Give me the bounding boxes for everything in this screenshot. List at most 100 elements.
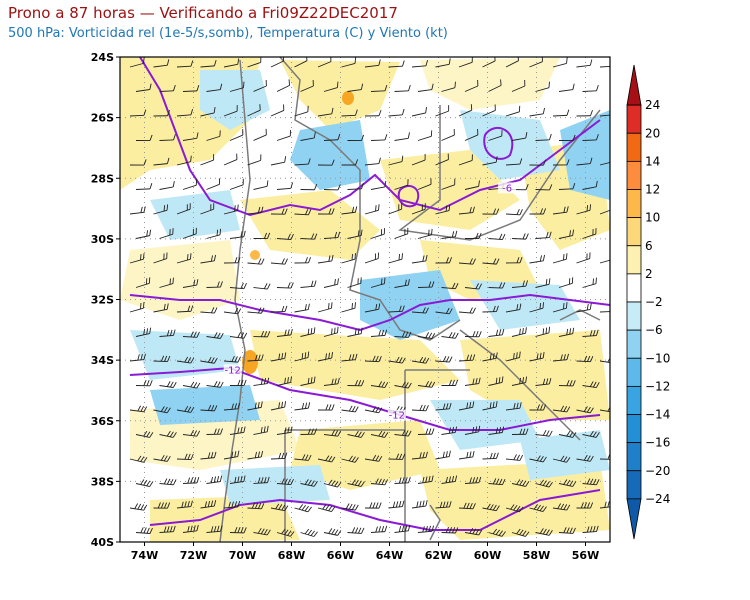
wind-barb <box>529 107 545 117</box>
wind-barb <box>558 83 575 92</box>
wind-barb <box>488 233 506 240</box>
wind-barb <box>347 430 365 438</box>
wind-barb <box>488 528 506 537</box>
colorbar-label: −12 <box>645 379 670 393</box>
wind-barb <box>482 401 498 411</box>
wind-barb <box>558 277 574 288</box>
wind-barb <box>482 208 500 215</box>
wind-barb <box>576 109 593 117</box>
wind-barb <box>223 153 238 166</box>
wind-barb <box>505 105 521 117</box>
wind-barb <box>582 478 600 486</box>
wind-barb <box>482 104 496 117</box>
wind-barb <box>270 258 288 265</box>
wind-barb <box>364 303 381 313</box>
wind-barb <box>511 428 529 435</box>
wind-barb <box>270 452 288 460</box>
wind-barb <box>394 85 411 92</box>
wind-barb <box>458 258 476 265</box>
wind-barb <box>294 454 312 461</box>
wind-barb <box>347 479 365 487</box>
wind-barb <box>576 252 591 264</box>
wind-barb <box>370 430 389 438</box>
wind-barb <box>200 356 218 364</box>
wind-barb <box>417 332 436 339</box>
wind-barb <box>200 500 217 509</box>
wind-barb <box>159 84 176 92</box>
wind-barb <box>206 281 223 288</box>
wind-barb <box>206 332 224 339</box>
wind-barb <box>347 134 365 141</box>
wind-barb <box>435 58 451 68</box>
wind-barb <box>276 182 294 190</box>
wind-barb <box>300 528 318 537</box>
lat-tick-label: 30S <box>91 233 114 246</box>
wind-barb <box>535 278 551 288</box>
wind-barb <box>300 327 316 337</box>
wind-barb <box>394 179 409 190</box>
wind-barb <box>276 528 295 537</box>
wind-barb <box>441 379 459 386</box>
colorbar-segment <box>626 442 642 472</box>
wind-barb <box>253 232 271 240</box>
wind-barb <box>153 502 171 509</box>
wind-barb <box>294 504 312 513</box>
wind-barb <box>464 79 479 92</box>
wind-barb <box>417 381 436 388</box>
wind-barb <box>129 302 145 313</box>
wind-barb <box>558 430 577 438</box>
wind-barb <box>341 405 359 413</box>
lat-tick-label: 34S <box>91 354 114 367</box>
contour-label: -6 <box>502 183 512 194</box>
colorbar-arrow-top <box>626 64 642 106</box>
wind-barb <box>599 357 610 363</box>
wind-barb <box>159 329 176 337</box>
wind-barb <box>294 303 310 313</box>
colorbar-segment <box>626 245 642 275</box>
wind-barb <box>370 329 388 337</box>
wind-barb <box>247 401 263 411</box>
wind-barb <box>394 279 410 288</box>
wind-barb <box>129 57 145 68</box>
wind-barb <box>370 381 389 388</box>
wind-barb <box>341 159 359 166</box>
colorbar-label: −2 <box>645 295 663 309</box>
wind-barb <box>411 106 427 117</box>
wind-barb <box>370 134 388 141</box>
wind-barb <box>229 81 245 92</box>
wind-barb <box>482 258 500 265</box>
wind-barb <box>505 504 524 513</box>
wind-barb <box>441 178 456 190</box>
wind-barb <box>200 451 217 460</box>
wind-barb <box>129 405 148 413</box>
wind-barb <box>159 134 176 141</box>
colorbar-segment <box>626 132 642 162</box>
wind-barb <box>417 281 435 288</box>
wind-barb <box>435 501 452 509</box>
wind-barb <box>135 430 154 438</box>
wind-barb <box>441 475 458 484</box>
lon-tick-label: 66W <box>327 549 354 562</box>
wind-barb <box>323 231 341 239</box>
lat-tick-label: 36S <box>91 415 114 428</box>
wind-barb <box>294 105 309 117</box>
wind-barb <box>388 356 406 364</box>
wind-barb <box>576 59 593 68</box>
colorbar-segment <box>626 301 642 331</box>
wind-barb <box>253 377 270 386</box>
wind-barb <box>435 402 452 411</box>
wind-barb <box>511 132 528 141</box>
wind-barb <box>317 208 335 215</box>
wind-barb <box>253 180 269 190</box>
wind-barb <box>529 455 547 463</box>
wind-barb <box>270 305 288 313</box>
wind-barb <box>341 503 359 511</box>
wind-barb <box>558 229 575 239</box>
wind-barb <box>176 253 192 264</box>
wind-barb <box>582 329 599 337</box>
wind-barb <box>253 283 271 290</box>
wind-barb <box>253 527 271 536</box>
wind-barb <box>364 406 383 414</box>
wind-barb <box>135 379 153 387</box>
wind-barb <box>441 526 459 534</box>
